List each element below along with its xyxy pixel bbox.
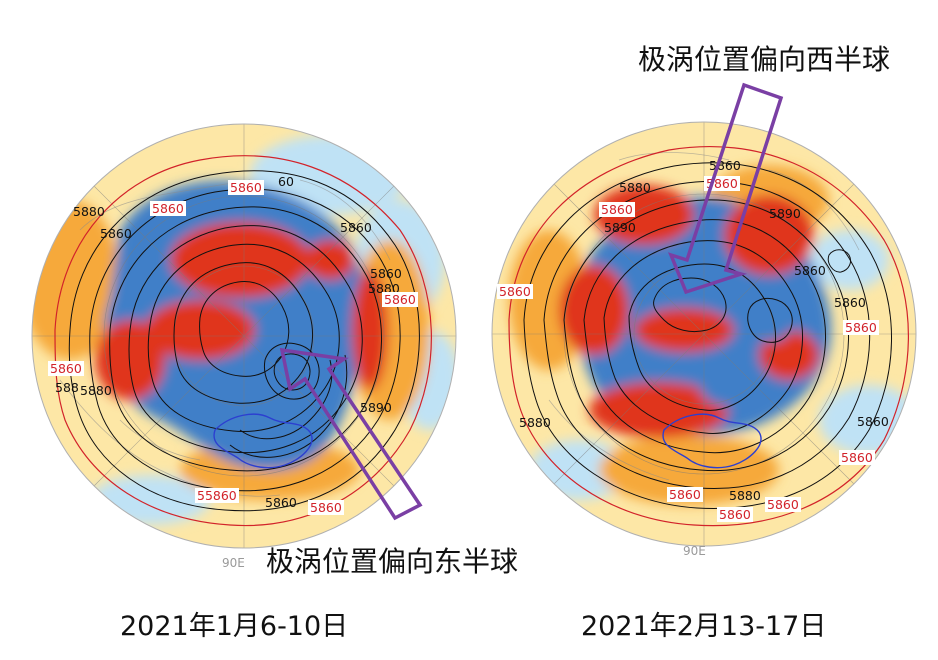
contour-label: 5860 (857, 414, 889, 429)
callout-east-hemisphere: 极涡位置偏向东半球 (266, 545, 519, 578)
map-panel-right: 90E 5860 5880 5890 5890 5860 5860 5880 5… (469, 0, 938, 660)
black-contour-labels: 5860 5880 5890 5890 5860 5860 5880 5880 … (519, 158, 889, 503)
plateau-outline (213, 413, 313, 469)
contour-label: 5860 (265, 495, 297, 510)
contour-label-red: 5860 (384, 292, 416, 307)
polar-map-right: 90E 5860 5880 5890 5890 5860 5860 5880 5… (491, 82, 917, 558)
contour-label: 60 (278, 174, 294, 189)
polar-map-left: 90E 5880 5860 60 5860 5860 5880 5890 588… (31, 123, 457, 570)
contour-label-red: 5860 (719, 507, 751, 522)
contour-5860-red (54, 155, 432, 527)
date-label-right: 2021年2月13-17日 (581, 611, 827, 642)
date-label-left: 2021年1月6-10日 (120, 611, 349, 642)
red-contour-labels: 5860 5860 5860 5860 5860 5860 5860 5860 (497, 176, 879, 522)
contour-label: 5880 (729, 488, 761, 503)
contour-label: 5860 (834, 295, 866, 310)
contour-label-red: 5860 (499, 284, 531, 299)
contour-label: 5860 (794, 263, 826, 278)
callout-west-hemisphere: 极涡位置偏向西半球 (638, 43, 891, 76)
contour-label: 5860 (100, 226, 132, 241)
contour-label-red: 5860 (841, 450, 873, 465)
contour-label-red: 5860 (767, 497, 799, 512)
meridian-label: 90E (222, 556, 245, 570)
black-contour-labels: 5880 5860 60 5860 5860 5880 5890 588 588… (55, 174, 402, 510)
meridian-label: 90E (683, 544, 706, 558)
contour-5860-red (508, 146, 909, 527)
contour-label-red: 5860 (152, 201, 184, 216)
contour-label-red: 5860 (669, 487, 701, 502)
contour-label: 588 (55, 380, 79, 395)
red-contour-labels: 5860 5860 5860 5860 5860 55860 (48, 180, 418, 515)
map-border (31, 123, 457, 549)
contour-label: 5880 (80, 383, 112, 398)
map-border (491, 121, 917, 547)
contour-label-red: 55860 (197, 488, 237, 503)
contour-label: 5880 (519, 415, 551, 430)
map-panel-left: 90E 5880 5860 60 5860 5860 5880 5890 588… (31, 123, 457, 642)
contour-label: 5860 (340, 220, 372, 235)
contour-label-red: 5860 (601, 202, 633, 217)
contour-label: 5890 (360, 400, 392, 415)
contour-label: 5890 (604, 220, 636, 235)
contour-label: 5880 (73, 204, 105, 219)
contour-label-red: 5860 (310, 500, 342, 515)
contour-label: 5880 (619, 180, 651, 195)
contour-label-red: 5860 (50, 361, 82, 376)
contour-label-red: 5860 (230, 180, 262, 195)
contour-label-red: 5860 (845, 320, 877, 335)
vortex-arrow-right (667, 82, 784, 295)
contour-label: 5860 (709, 158, 741, 173)
vortex-arrow-left (279, 347, 423, 521)
plateau-outline (662, 413, 762, 469)
contour-label: 5890 (769, 206, 801, 221)
contour-label: 5860 (370, 266, 402, 281)
